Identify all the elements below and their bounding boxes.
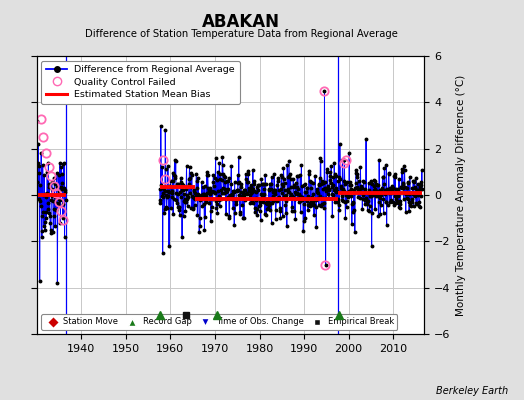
Text: Difference of Station Temperature Data from Regional Average: Difference of Station Temperature Data f… <box>84 28 398 38</box>
Text: Berkeley Earth: Berkeley Earth <box>436 386 508 396</box>
Y-axis label: Monthly Temperature Anomaly Difference (°C): Monthly Temperature Anomaly Difference (… <box>456 74 466 316</box>
Text: ABAKAN: ABAKAN <box>202 14 280 32</box>
Legend: Station Move, Record Gap, Time of Obs. Change, Empirical Break: Station Move, Record Gap, Time of Obs. C… <box>41 314 397 330</box>
